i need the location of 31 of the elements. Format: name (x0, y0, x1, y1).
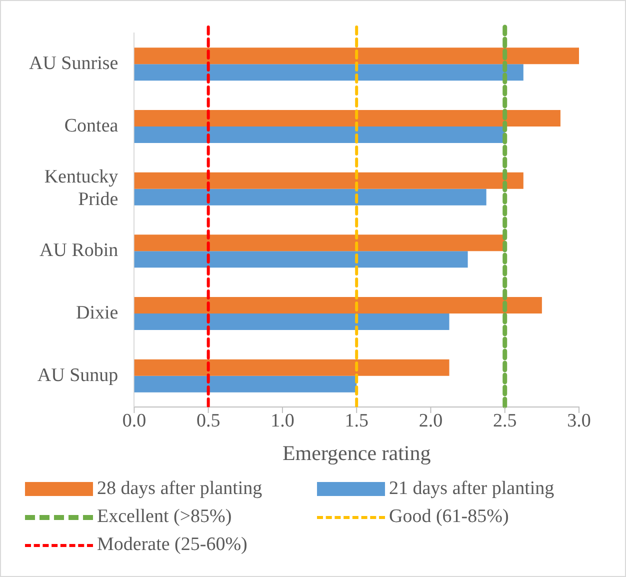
x-tick-label: 1.5 (344, 410, 368, 432)
x-tick-label: 0.0 (122, 410, 146, 432)
y-tick-label: AU Sunrise (28, 53, 118, 74)
x-tick-label: 1.0 (270, 410, 294, 432)
x-tick-label: 2.5 (492, 410, 517, 432)
bar (134, 359, 450, 376)
x-axis-title: Emergence rating (282, 440, 432, 465)
bar (134, 296, 542, 314)
y-tick-label: Kentucky Pride (44, 166, 119, 210)
bar (134, 376, 357, 392)
legend-label: 21 days after planting (389, 478, 554, 500)
x-tick-label: 0.5 (196, 410, 220, 432)
y-tick-label: AU Robin (40, 240, 119, 262)
x-tick-label: 3.0 (567, 410, 591, 432)
bar (134, 234, 505, 252)
legend-label: Excellent (>85%) (97, 506, 232, 528)
y-tick-label: AU Sunup (37, 364, 118, 386)
bar (134, 251, 468, 268)
bar (134, 110, 560, 126)
x-tick-label: 2.0 (418, 410, 443, 432)
bar (134, 314, 450, 330)
bar (134, 48, 579, 64)
bar (134, 188, 486, 206)
legend-label: Moderate (25-60%) (97, 534, 248, 556)
bar (134, 172, 524, 189)
y-tick-label: Contea (64, 115, 119, 136)
legend-label: Good (61-85%) (389, 506, 509, 528)
bar (134, 126, 505, 144)
bar (134, 64, 524, 81)
legend-label: 28 days after planting (97, 478, 262, 500)
y-tick-label: Dixie (76, 302, 118, 324)
